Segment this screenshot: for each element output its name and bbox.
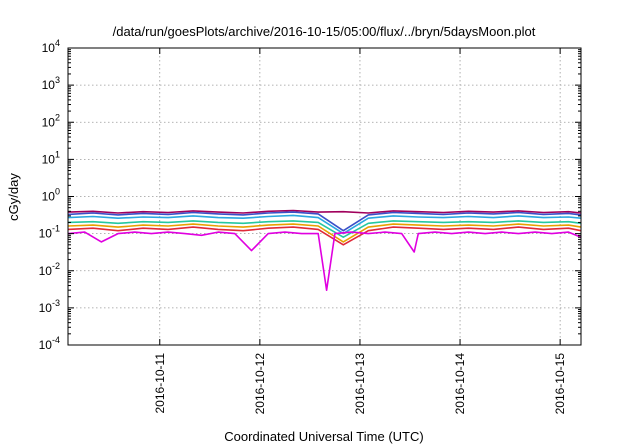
y-tick-label: 101 (42, 149, 60, 166)
x-tick-label: 2016-10-11 (153, 353, 167, 414)
grid-lines (68, 48, 581, 345)
series-line (67, 209, 582, 214)
y-tick-labels: 10-4 10-3 10-2 10-1 100 101 102 103 104 (39, 38, 60, 352)
y-tick-label: 102 (42, 112, 60, 129)
x-tick-label: 2016-10-12 (253, 353, 267, 415)
y-tick-label: 10-4 (39, 335, 60, 352)
series-line (67, 223, 582, 243)
x-axis-label: Coordinated Universal Time (UTC) (224, 429, 423, 444)
data-series (67, 209, 582, 292)
y-tick-label: 10-3 (39, 298, 60, 315)
x-tick-label: 2016-10-14 (453, 353, 467, 415)
axis-ticks (68, 47, 581, 346)
x-tick-label: 2016-10-15 (553, 353, 567, 415)
series-line (67, 214, 582, 235)
y-tick-label: 103 (42, 75, 60, 92)
y-tick-label: 100 (42, 187, 60, 204)
series-line (67, 231, 582, 292)
series-line (67, 220, 582, 238)
x-tick-labels: 2016-10-11 2016-10-12 2016-10-13 2016-10-14… (153, 353, 567, 415)
series-line (67, 226, 582, 246)
y-tick-label: 10-1 (39, 224, 60, 241)
y-axis-label: cGy/day (6, 173, 21, 221)
y-tick-label: 10-2 (39, 261, 60, 278)
series-line (67, 211, 582, 232)
y-tick-label: 104 (42, 38, 60, 55)
x-tick-label: 2016-10-13 (353, 353, 367, 415)
chart-title: /data/run/goesPlots/archive/2016-10-15/0… (113, 24, 536, 39)
